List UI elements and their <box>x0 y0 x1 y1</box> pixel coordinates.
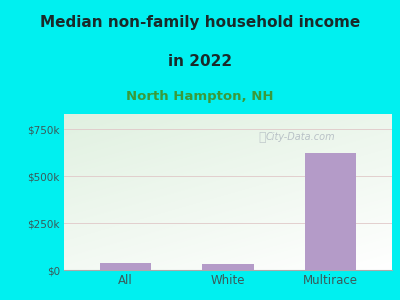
Text: ⓘ: ⓘ <box>259 131 266 144</box>
Text: City-Data.com: City-Data.com <box>265 132 335 142</box>
Text: in 2022: in 2022 <box>168 54 232 69</box>
Text: North Hampton, NH: North Hampton, NH <box>126 90 274 103</box>
Text: Median non-family household income: Median non-family household income <box>40 15 360 30</box>
Bar <box>305 154 356 270</box>
Bar <box>202 264 254 270</box>
Bar <box>100 263 151 270</box>
